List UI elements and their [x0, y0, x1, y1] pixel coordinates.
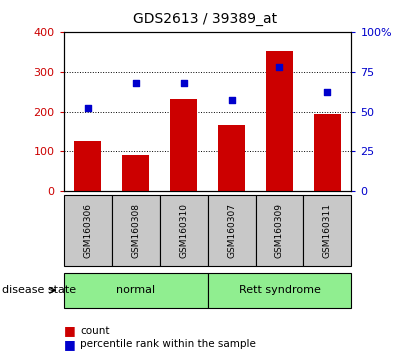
- Text: Rett syndrome: Rett syndrome: [238, 285, 321, 295]
- Text: GSM160306: GSM160306: [83, 202, 92, 258]
- Text: percentile rank within the sample: percentile rank within the sample: [80, 339, 256, 349]
- Text: count: count: [80, 326, 110, 336]
- Point: [228, 97, 235, 103]
- Bar: [266, 51, 293, 191]
- Text: disease state: disease state: [2, 285, 76, 295]
- Point: [276, 64, 283, 70]
- Bar: [74, 141, 101, 191]
- Bar: [122, 155, 149, 191]
- Text: GSM160308: GSM160308: [131, 202, 140, 258]
- Text: ■: ■: [64, 325, 76, 337]
- Text: ■: ■: [64, 338, 76, 350]
- Bar: [171, 99, 197, 191]
- Point: [84, 105, 91, 111]
- Text: GDS2613 / 39389_at: GDS2613 / 39389_at: [134, 12, 277, 27]
- Point: [324, 90, 331, 95]
- Text: GSM160310: GSM160310: [179, 202, 188, 258]
- Text: normal: normal: [116, 285, 155, 295]
- Text: GSM160307: GSM160307: [227, 202, 236, 258]
- Text: GSM160309: GSM160309: [275, 202, 284, 258]
- Text: GSM160311: GSM160311: [323, 202, 332, 258]
- Point: [180, 80, 187, 86]
- Bar: [314, 114, 341, 191]
- Point: [132, 80, 139, 86]
- Bar: [218, 125, 245, 191]
